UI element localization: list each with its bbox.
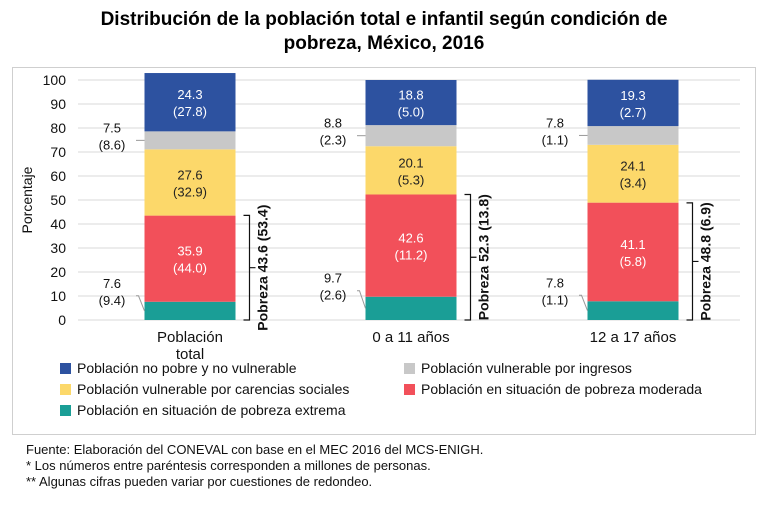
source-note: Fuente: Elaboración del CONEVAL con base… xyxy=(26,442,484,457)
data-label: (32.9) xyxy=(173,184,207,199)
pobreza-label: Pobreza 52.3 (13.8) xyxy=(476,194,492,320)
data-label: 27.6 xyxy=(177,167,202,182)
data-label: 7.8 xyxy=(546,115,564,130)
bar-segment xyxy=(587,126,679,145)
data-label: 9.7 xyxy=(324,271,342,286)
bar-segment xyxy=(587,202,679,302)
stacked-bar-chart: 0 10 20 30 40 50 60 70 80 90 100 Porcentaje 7.6 (9.4)… xyxy=(19,72,740,418)
data-label: (1.1) xyxy=(542,132,569,147)
data-label: (3.4) xyxy=(620,176,647,191)
bar-segment xyxy=(365,194,457,297)
bar-segment xyxy=(144,301,236,320)
pobreza-label: Pobreza 48.8 (6.9) xyxy=(698,202,714,320)
bar-segment xyxy=(365,80,457,126)
legend-swatch xyxy=(60,363,71,374)
data-label: (27.8) xyxy=(173,104,207,119)
footnote-parentheses: * Los números entre paréntesis correspon… xyxy=(26,458,431,473)
x-tick-label: 0 a 11 años xyxy=(372,329,449,346)
data-label: (5.0) xyxy=(398,105,425,120)
bar-segment xyxy=(144,215,236,302)
data-label: (5.3) xyxy=(398,172,425,187)
data-label: (8.6) xyxy=(99,137,126,152)
bar-segment xyxy=(144,73,236,132)
chart-title-line-1: Distribución de la población total e inf… xyxy=(100,9,668,30)
chart-title-line-2: pobreza, México, 2016 xyxy=(283,33,485,54)
y-tick-label: 30 xyxy=(50,240,66,256)
x-tick-label: 12 a 17 años xyxy=(590,329,677,346)
y-tick-label: 0 xyxy=(58,312,66,328)
data-label: (5.8) xyxy=(620,254,647,269)
chart-title: Distribución de la población total e inf… xyxy=(0,8,768,56)
data-label: (2.7) xyxy=(620,105,647,120)
y-tick-label: 70 xyxy=(50,144,66,160)
footnote-rounding: ** Algunas cifras pueden variar por cues… xyxy=(26,474,373,489)
data-label: 35.9 xyxy=(177,244,202,259)
data-label: (11.2) xyxy=(395,248,428,263)
data-label: 7.6 xyxy=(103,276,121,291)
legend-label: Población en situación de pobreza modera… xyxy=(421,381,702,397)
bar-segment xyxy=(365,146,457,195)
data-label: 7.5 xyxy=(103,120,121,135)
data-label: 24.3 xyxy=(177,87,202,102)
data-label: (2.3) xyxy=(320,133,347,148)
y-tick-label: 10 xyxy=(50,288,66,304)
legend-label: Población vulnerable por carencias socia… xyxy=(77,381,349,397)
bar-segment xyxy=(144,149,236,216)
data-label: 24.1 xyxy=(620,159,645,174)
y-tick-label: 100 xyxy=(43,72,67,88)
legend-swatch xyxy=(404,384,415,395)
bar-segment xyxy=(365,296,457,320)
legend-swatch xyxy=(60,384,71,395)
legend-label: Población vulnerable por ingresos xyxy=(421,360,632,376)
data-label: 42.6 xyxy=(398,231,423,246)
pobreza-label: Pobreza 43.6 (53.4) xyxy=(255,205,271,331)
pobreza-bracket xyxy=(464,193,477,321)
data-label: 7.8 xyxy=(546,275,564,290)
leader-line xyxy=(357,290,366,309)
legend-swatch xyxy=(60,405,71,416)
y-tick-label: 90 xyxy=(50,96,66,112)
y-tick-label: 50 xyxy=(50,192,66,208)
leader-line xyxy=(579,294,588,311)
y-tick-label: 80 xyxy=(50,120,66,136)
x-tick-label: Población xyxy=(157,329,223,346)
data-label: 18.8 xyxy=(398,88,423,103)
bar-segment xyxy=(587,79,679,127)
bar-segment xyxy=(587,301,679,320)
legend-swatch xyxy=(404,363,415,374)
data-label: 41.1 xyxy=(620,237,645,252)
pobreza-bracket xyxy=(243,214,256,321)
data-label: (2.6) xyxy=(320,288,347,303)
data-label: 20.1 xyxy=(398,155,423,170)
y-axis-label: Porcentaje xyxy=(19,166,35,233)
y-tick-label: 60 xyxy=(50,168,66,184)
data-label: 8.8 xyxy=(324,116,342,131)
bar-segment xyxy=(144,131,236,150)
bar-segment xyxy=(587,144,679,203)
leader-line xyxy=(136,295,145,312)
data-label: (9.4) xyxy=(99,293,126,308)
chart-frame xyxy=(12,67,756,435)
data-label: (44.0) xyxy=(173,261,207,276)
legend-label: Población no pobre y no vulnerable xyxy=(77,360,297,376)
data-label: (1.1) xyxy=(542,292,569,307)
data-label: 19.3 xyxy=(620,88,645,103)
source-notes: Fuente: Elaboración del CONEVAL con base… xyxy=(26,442,483,490)
y-tick-label: 40 xyxy=(50,216,66,232)
y-tick-label: 20 xyxy=(50,264,66,280)
legend-label: Población en situación de pobreza extrem… xyxy=(77,402,346,418)
pobreza-bracket xyxy=(686,202,699,321)
bar-segment xyxy=(365,125,457,147)
x-tick-label: total xyxy=(176,346,204,363)
